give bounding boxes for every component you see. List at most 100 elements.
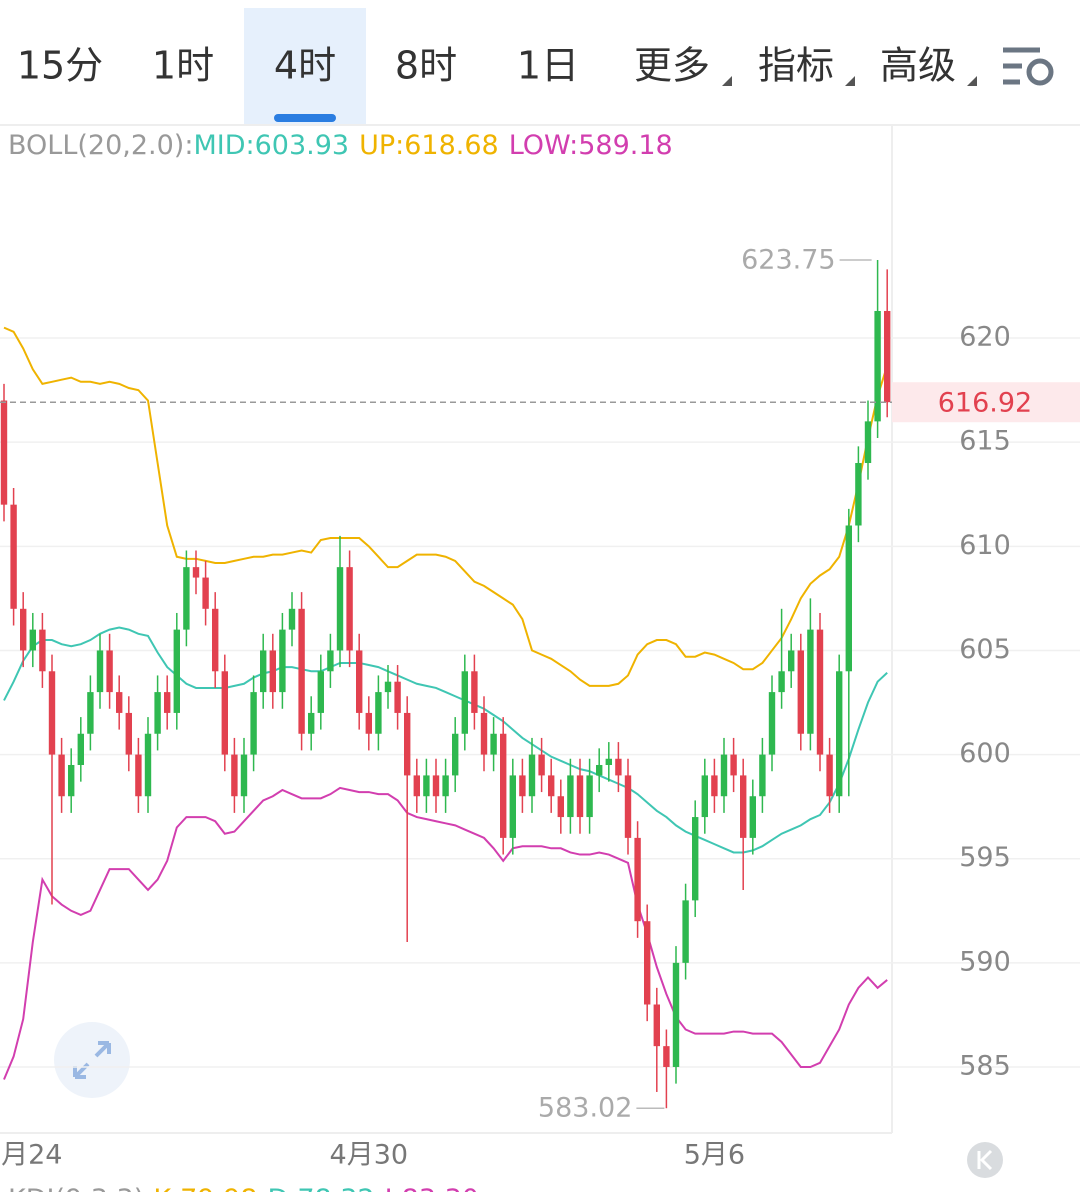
candle-body xyxy=(106,650,113,693)
selected-tab-underline xyxy=(274,114,336,122)
y-tick-label: 605 xyxy=(959,634,1011,665)
candle-body xyxy=(39,629,46,672)
y-tick-label: 585 xyxy=(959,1050,1011,1081)
tab[interactable]: 15分 xyxy=(17,44,103,88)
candle-body xyxy=(711,775,718,797)
selected-tab-bg xyxy=(244,8,366,125)
indicator-name: BOLL(20,2.0): xyxy=(8,130,193,161)
candle-body xyxy=(212,608,219,672)
candle-body xyxy=(672,962,680,1067)
candle-body xyxy=(596,764,603,776)
current-price-bg xyxy=(892,382,1080,423)
candle-body xyxy=(58,754,65,797)
y-tick-label: 595 xyxy=(959,842,1011,873)
kdj-d: D:78.32 xyxy=(267,1184,374,1192)
candle-body xyxy=(240,754,248,797)
expand-button[interactable] xyxy=(54,1022,130,1098)
candle-body xyxy=(557,796,564,818)
y-tick-label: 610 xyxy=(959,530,1011,561)
candle-body xyxy=(183,567,190,630)
current-price-label: 616.92 xyxy=(938,388,1032,419)
candle-body xyxy=(308,712,315,734)
candle-body xyxy=(87,692,94,734)
candle-body xyxy=(740,775,747,838)
candle-body xyxy=(452,733,459,776)
y-tick-label: 600 xyxy=(959,738,1011,769)
candle-body xyxy=(29,629,36,651)
candle-body xyxy=(528,754,536,797)
candle-body xyxy=(701,775,708,818)
legend-value: 618.68 xyxy=(404,130,498,161)
candle-body xyxy=(519,775,526,797)
candle-body xyxy=(548,775,555,797)
candle-body xyxy=(279,629,286,693)
y-tick-label: 615 xyxy=(959,426,1011,457)
candle-body xyxy=(96,650,104,693)
candle-body xyxy=(586,775,593,818)
boll-line xyxy=(3,326,889,687)
candle-body xyxy=(442,775,449,797)
candle-body xyxy=(567,775,574,818)
x-tick-label: 5月6 xyxy=(684,1140,745,1171)
legend-up: UP:618.68 xyxy=(359,130,499,161)
candle-body xyxy=(164,692,171,713)
tab[interactable]: 4时 xyxy=(274,44,336,88)
candle-body xyxy=(173,629,180,713)
kdj-k: K:79.98 xyxy=(153,1184,257,1192)
candle-body xyxy=(720,754,728,797)
tab[interactable]: 1日 xyxy=(517,44,579,88)
candle-body xyxy=(874,310,881,422)
candle-body xyxy=(759,754,766,797)
candle-body xyxy=(538,754,545,776)
kdj-j: J:83.30 xyxy=(383,1184,479,1192)
candle-body xyxy=(682,900,689,963)
candle-body xyxy=(576,775,584,818)
candle-body xyxy=(317,671,324,713)
legend-name: LOW: xyxy=(509,130,579,161)
boll-line xyxy=(3,626,888,854)
legend-low: LOW:589.18 xyxy=(509,130,673,161)
candle-body xyxy=(231,754,238,797)
candle-body xyxy=(250,692,257,755)
tab[interactable]: 更多 xyxy=(634,44,710,88)
candle-body xyxy=(836,671,843,797)
candle-body xyxy=(10,504,17,609)
candle-body xyxy=(855,463,862,526)
candle-body xyxy=(202,577,209,609)
candle-body xyxy=(77,733,84,765)
tab[interactable]: 8时 xyxy=(395,44,457,88)
kdj-title: KDJ(9,3,3): xyxy=(8,1184,153,1192)
tab[interactable]: 1时 xyxy=(152,44,214,88)
candle-body xyxy=(845,525,852,672)
kdj-legend: KDJ(9,3,3):K:79.98 D:78.32 J:83.30 xyxy=(8,1184,479,1192)
legend-mid: MID:603.93 xyxy=(193,130,349,161)
tab[interactable]: 指标 xyxy=(758,44,834,88)
candle-body xyxy=(432,775,440,797)
candle-body xyxy=(884,310,891,403)
candle-body xyxy=(327,650,334,672)
candle-body xyxy=(692,817,699,901)
candle-body xyxy=(413,775,420,797)
legend-value: 603.93 xyxy=(255,130,349,161)
candle-body xyxy=(788,650,795,672)
y-tick-label: 590 xyxy=(959,946,1011,977)
candle-body xyxy=(634,837,641,922)
candle-body xyxy=(816,629,824,755)
collapse-button[interactable] xyxy=(967,1142,1003,1178)
candle-body xyxy=(365,712,372,734)
candle-body xyxy=(0,400,8,505)
candle-body xyxy=(116,692,123,713)
settings-icon[interactable] xyxy=(1003,47,1054,86)
dropdown-markers xyxy=(722,76,977,86)
candle-body xyxy=(154,692,161,734)
candle-body xyxy=(826,754,833,797)
candle-body xyxy=(260,650,267,693)
tab[interactable]: 高级 xyxy=(880,44,956,88)
candle-body xyxy=(144,733,152,797)
candle-body xyxy=(605,758,612,765)
candle-body xyxy=(336,567,344,651)
candle-body xyxy=(864,421,872,464)
candle-body xyxy=(221,671,228,755)
